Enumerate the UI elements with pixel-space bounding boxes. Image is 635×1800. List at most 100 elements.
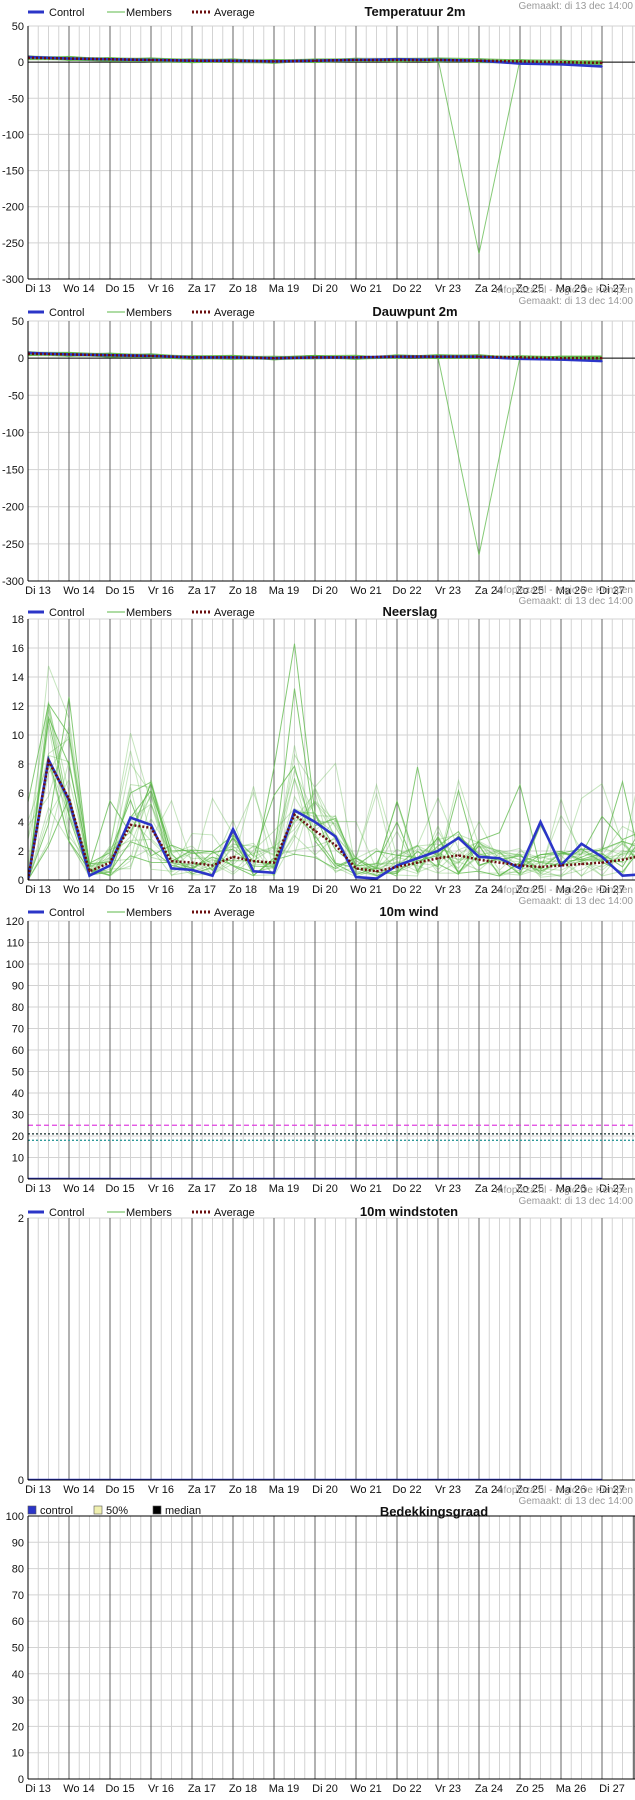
member-line bbox=[28, 352, 603, 360]
credit-line-1: Infoplaza.nl - regio De Kempen bbox=[495, 1485, 633, 1496]
average-point bbox=[437, 355, 439, 358]
x-tick-label: Wo 21 bbox=[350, 585, 382, 597]
y-tick-label: 0 bbox=[18, 1475, 24, 1487]
legend: control 50% median bbox=[27, 1505, 201, 1517]
y-tick-label: 50 bbox=[12, 1643, 24, 1655]
x-tick-label: Zo 18 bbox=[229, 884, 257, 896]
control-point bbox=[519, 867, 521, 870]
x-tick-label: Wo 21 bbox=[350, 1183, 382, 1195]
average-point bbox=[416, 861, 419, 864]
legend: Control Members Average bbox=[28, 607, 255, 619]
y-tick-label: 110 bbox=[6, 938, 24, 950]
member-line bbox=[28, 701, 635, 875]
control-point bbox=[478, 856, 480, 858]
legend-label: Control bbox=[49, 607, 84, 619]
x-tick-label: Wo 21 bbox=[350, 884, 382, 896]
legend-label: control bbox=[40, 1505, 73, 1517]
average-point bbox=[273, 861, 275, 864]
y-tick-label: 90 bbox=[12, 1537, 24, 1549]
x-tick-label: Wo 14 bbox=[63, 884, 95, 896]
x-tick-label: Di 27 bbox=[599, 1183, 625, 1195]
x-tick-label: Wo 14 bbox=[63, 1783, 95, 1795]
y-tick-label: 50 bbox=[12, 21, 24, 33]
average-point bbox=[355, 356, 357, 359]
member-line bbox=[28, 763, 635, 880]
control-point bbox=[109, 864, 111, 867]
control-point bbox=[150, 824, 152, 826]
average-point bbox=[273, 60, 275, 63]
x-tick-label: Di 27 bbox=[599, 283, 625, 295]
x-tick-label: Di 13 bbox=[25, 884, 51, 896]
legend-swatch bbox=[27, 1505, 37, 1515]
average-point bbox=[601, 357, 603, 359]
average-point bbox=[560, 864, 562, 867]
y-tick-label: -150 bbox=[2, 465, 24, 477]
grid bbox=[28, 1217, 635, 1481]
average-point bbox=[478, 858, 480, 861]
y-tick-label: 90 bbox=[12, 981, 24, 993]
average-point bbox=[232, 356, 234, 359]
control-point bbox=[232, 828, 234, 831]
control-point bbox=[293, 809, 296, 812]
control-point bbox=[170, 867, 173, 870]
average-point bbox=[355, 867, 357, 870]
credit-line-1: Infoplaza.nl - regio De Kempen bbox=[495, 285, 633, 296]
x-tick-label: Di 20 bbox=[312, 1484, 338, 1496]
x-tick-label: Vr 23 bbox=[435, 585, 461, 597]
average-point bbox=[232, 59, 234, 62]
chart-title: Bedekkingsgraad bbox=[380, 1504, 488, 1519]
average-point bbox=[191, 356, 193, 359]
legend-label: 50% bbox=[106, 1505, 128, 1517]
x-tick-label: Vr 16 bbox=[148, 884, 174, 896]
average-point bbox=[150, 355, 152, 357]
x-tick-label: Zo 25 bbox=[516, 283, 544, 295]
average-point bbox=[498, 861, 501, 864]
x-tick-label: Vr 16 bbox=[148, 1183, 174, 1195]
x-tick-label: Wo 21 bbox=[350, 1484, 382, 1496]
x-tick-label: Za 24 bbox=[475, 884, 503, 896]
average-point bbox=[191, 59, 193, 62]
legend-label: Members bbox=[126, 907, 172, 919]
y-tick-label: 10 bbox=[12, 1153, 24, 1165]
control-point bbox=[580, 842, 583, 845]
x-tick-label: Di 27 bbox=[599, 1484, 625, 1496]
x-tick-label: Do 22 bbox=[392, 585, 421, 597]
x-tick-label: Za 17 bbox=[188, 585, 216, 597]
y-tick-label: 10 bbox=[12, 1748, 24, 1760]
control-point bbox=[273, 871, 275, 874]
x-tick-label: Do 22 bbox=[392, 1183, 421, 1195]
x-tick-label: Zo 25 bbox=[516, 1783, 544, 1795]
y-tick-label: 100 bbox=[6, 959, 24, 971]
chart-title: Neerslag bbox=[383, 604, 438, 619]
y-tick-label: 0 bbox=[18, 353, 24, 365]
credit-line-2: Gemaakt: di 13 dec 14:00 bbox=[518, 296, 633, 307]
legend-label: Members bbox=[126, 307, 172, 319]
credit-line-2: Gemaakt: di 13 dec 14:00 bbox=[518, 1196, 633, 1207]
control-point bbox=[129, 816, 132, 819]
x-tick-label: Do 15 bbox=[105, 1183, 134, 1195]
x-tick-label: Wo 14 bbox=[63, 1183, 95, 1195]
x-tick-label: Ma 19 bbox=[269, 1783, 300, 1795]
control-point bbox=[601, 360, 603, 362]
x-tick-label: Zo 18 bbox=[229, 1484, 257, 1496]
control-point bbox=[519, 62, 521, 65]
legend-label: Control bbox=[49, 7, 84, 19]
x-tick-label: Wo 21 bbox=[350, 1783, 382, 1795]
y-tick-label: 20 bbox=[12, 1131, 24, 1143]
average-point bbox=[519, 356, 521, 359]
average-point bbox=[396, 866, 398, 868]
legend-label: Members bbox=[126, 1207, 172, 1219]
y-tick-label: 70 bbox=[12, 1024, 24, 1036]
y-tick-label: 40 bbox=[12, 1088, 24, 1100]
y-tick-label: -100 bbox=[2, 129, 24, 141]
y-tick-label: 0 bbox=[18, 1174, 24, 1186]
x-tick-label: Vr 23 bbox=[435, 1783, 461, 1795]
average-point bbox=[129, 824, 132, 826]
chart-gust: 2 0Di 13 Wo 14 Do 15 Vr 16 Za 17 Zo 18 Ma 19 Di … bbox=[18, 1204, 635, 1496]
legend-label: Average bbox=[214, 7, 255, 19]
credit-line-2: Gemaakt: di 13 dec 14:00 bbox=[518, 896, 633, 907]
